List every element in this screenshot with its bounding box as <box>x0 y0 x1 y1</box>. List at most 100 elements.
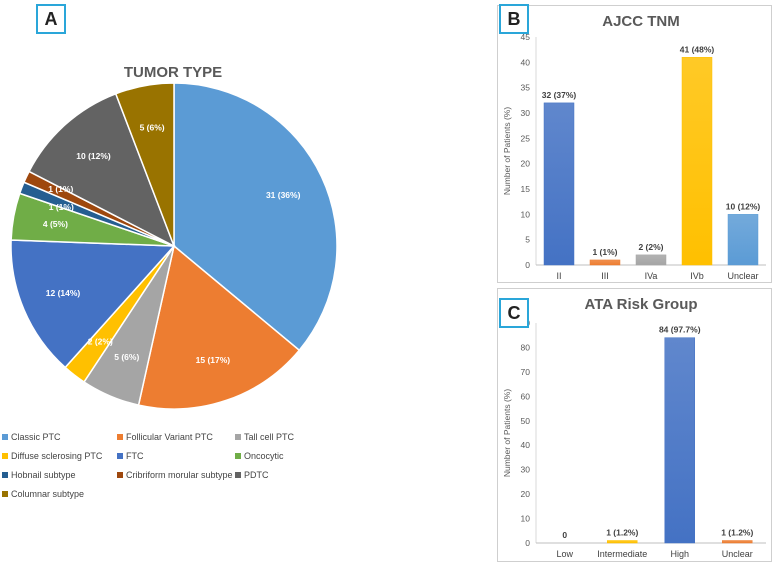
legend-swatch <box>117 472 123 478</box>
ajcc-data-label-iii: 1 (1%) <box>592 247 617 257</box>
ata-risk-group-panel: ATA Risk Group0102030405060708090Number … <box>497 288 772 562</box>
ata-data-label-low: 0 <box>562 530 567 540</box>
ajcc-data-label-unclear: 10 (12%) <box>726 201 761 211</box>
ajcc-bar-ivb <box>681 57 713 266</box>
pie-label-hobnail-subtype: 1 (1%) <box>49 202 74 212</box>
legend-label: Columnar subtype <box>11 489 85 499</box>
legend-swatch <box>117 453 123 459</box>
pie-slice-ftc <box>10 239 176 369</box>
ajcc-ytick: 15 <box>521 184 531 194</box>
ata-ytick: 70 <box>521 367 531 377</box>
ata-data-label-unclear: 1 (1.2%) <box>721 528 753 538</box>
legend-label: Tall cell PTC <box>244 432 295 442</box>
ajcc-ytick: 20 <box>521 159 531 169</box>
legend-swatch <box>2 453 8 459</box>
legend-swatch <box>2 491 8 497</box>
tumor-type-pie-chart: TUMOR TYPE 31 (36%)15 (17%)5 (6%)2 (2%)1… <box>10 64 338 410</box>
ajcc-xtick-iii: III <box>601 271 609 281</box>
ajcc-bar-iii <box>589 259 621 266</box>
ata-ytick: 80 <box>521 342 531 352</box>
ata-ytick: 40 <box>521 440 531 450</box>
legend-label: Classic PTC <box>11 432 61 442</box>
legend-item-tall-cell-ptc: Tall cell PTC <box>235 432 294 442</box>
ata-xtick-unclear: Unclear <box>722 549 753 559</box>
ata-ytick: 10 <box>521 514 531 524</box>
ajcc-bar-ii <box>543 102 575 266</box>
ata-risk-bar-chart: ATA Risk Group0102030405060708090Number … <box>502 296 766 559</box>
legend-label: Cribriform morular subtype <box>126 470 233 480</box>
ata-ytick: 20 <box>521 489 531 499</box>
ata-data-label-intermediate: 1 (1.2%) <box>606 528 638 538</box>
panel-b-label: B <box>499 4 529 34</box>
legend-item-columnar-subtype: Columnar subtype <box>2 489 84 499</box>
panel-c-label: C <box>499 298 529 328</box>
legend-swatch <box>235 472 241 478</box>
pie-slice-classic-ptc <box>173 82 338 352</box>
legend-swatch <box>235 453 241 459</box>
ajcc-ytick: 40 <box>521 57 531 67</box>
ata-xtick-high: High <box>670 549 689 559</box>
ajcc-data-label-ii: 32 (37%) <box>542 90 577 100</box>
legend-label: FTC <box>126 451 144 461</box>
legend-label: PDTC <box>244 470 269 480</box>
legend-swatch <box>2 434 8 440</box>
ajcc-xtick-ii: II <box>556 271 561 281</box>
panel-a-label: A <box>36 4 66 34</box>
ajcc-xtick-iva: IVa <box>645 271 658 281</box>
pie-chart-title: TUMOR TYPE <box>124 64 222 81</box>
legend-item-pdtc: PDTC <box>235 470 269 480</box>
legend-label: Hobnail subtype <box>11 470 76 480</box>
legend-label: Follicular Variant PTC <box>126 432 213 442</box>
legend-item-classic-ptc: Classic PTC <box>2 432 61 442</box>
pie-label-tall-cell-ptc: 5 (6%) <box>114 352 139 362</box>
ajcc-title: AJCC TNM <box>602 13 680 30</box>
pie-label-follicular-variant-ptc: 15 (17%) <box>196 355 231 365</box>
ata-ytick: 60 <box>521 391 531 401</box>
ata-ytick: 30 <box>521 465 531 475</box>
ata-bar-high <box>664 337 695 544</box>
legend-label: Oncocytic <box>244 451 284 461</box>
ajcc-tnm-bar-chart: AJCC TNM 0 5 10 15 20 25 30 35 40 45 Number of Pati… <box>502 13 777 281</box>
ata-ytick: 0 <box>525 538 530 548</box>
ata-title: ATA Risk Group <box>584 296 697 313</box>
legend-item-cribriform-morular-subtype: Cribriform morular subtype <box>117 470 233 480</box>
pie-label-diffuse-sclerosing-ptc: 2 (2%) <box>88 337 113 347</box>
legend-label: Diffuse sclerosing PTC <box>11 451 103 461</box>
ajcc-ytick: 5 <box>525 235 530 245</box>
pie-slice-columnar-subtype <box>114 82 175 247</box>
legend-swatch <box>235 434 241 440</box>
ata-bar-intermediate <box>607 540 638 544</box>
ajcc-xtick-ivb: IVb <box>690 271 704 281</box>
pie-label-columnar-subtype: 5 (6%) <box>140 122 165 132</box>
pie-slice-follicular-variant-ptc <box>137 244 301 410</box>
legend-swatch <box>117 434 123 440</box>
pie-label-ftc: 12 (14%) <box>46 288 81 298</box>
pie-label-pdtc: 10 (12%) <box>76 151 111 161</box>
ajcc-ytick: 25 <box>521 133 531 143</box>
legend-item-follicular-variant-ptc: Follicular Variant PTC <box>117 432 213 442</box>
legend-swatch <box>2 472 8 478</box>
ata-ylabel: Number of Patients (%) <box>502 389 512 478</box>
legend-item-hobnail-subtype: Hobnail subtype <box>2 470 76 480</box>
ajcc-data-label-iva: 2 (2%) <box>638 242 663 252</box>
legend-item-diffuse-sclerosing-ptc: Diffuse sclerosing PTC <box>2 451 102 461</box>
pie-label-classic-ptc: 31 (36%) <box>266 190 301 200</box>
ajcc-tnm-panel: AJCC TNM 0 5 10 15 20 25 30 35 40 45 Number of Pati… <box>497 5 777 283</box>
ajcc-xtick-unclear: Unclear <box>727 271 758 281</box>
ajcc-bar-unclear <box>727 214 759 266</box>
ajcc-ytick: 45 <box>521 32 531 42</box>
ata-ytick: 50 <box>521 416 531 426</box>
ata-xtick-intermediate: Intermediate <box>597 549 647 559</box>
ajcc-data-label-ivb: 41 (48%) <box>680 44 715 54</box>
ata-data-label-high: 84 (97.7%) <box>659 325 701 335</box>
ajcc-ytick: 35 <box>521 83 531 93</box>
ajcc-ytick: 10 <box>521 209 531 219</box>
ajcc-ylabel: Number of Patients (%) <box>502 107 512 196</box>
legend-item-oncocytic: Oncocytic <box>235 451 284 461</box>
legend-item-ftc: FTC <box>117 451 144 461</box>
ajcc-ytick: 0 <box>525 260 530 270</box>
ata-xtick-low: Low <box>556 549 573 559</box>
ajcc-ytick: 30 <box>521 108 531 118</box>
ajcc-bar-iva <box>635 254 667 266</box>
ata-bar-unclear <box>722 540 753 544</box>
